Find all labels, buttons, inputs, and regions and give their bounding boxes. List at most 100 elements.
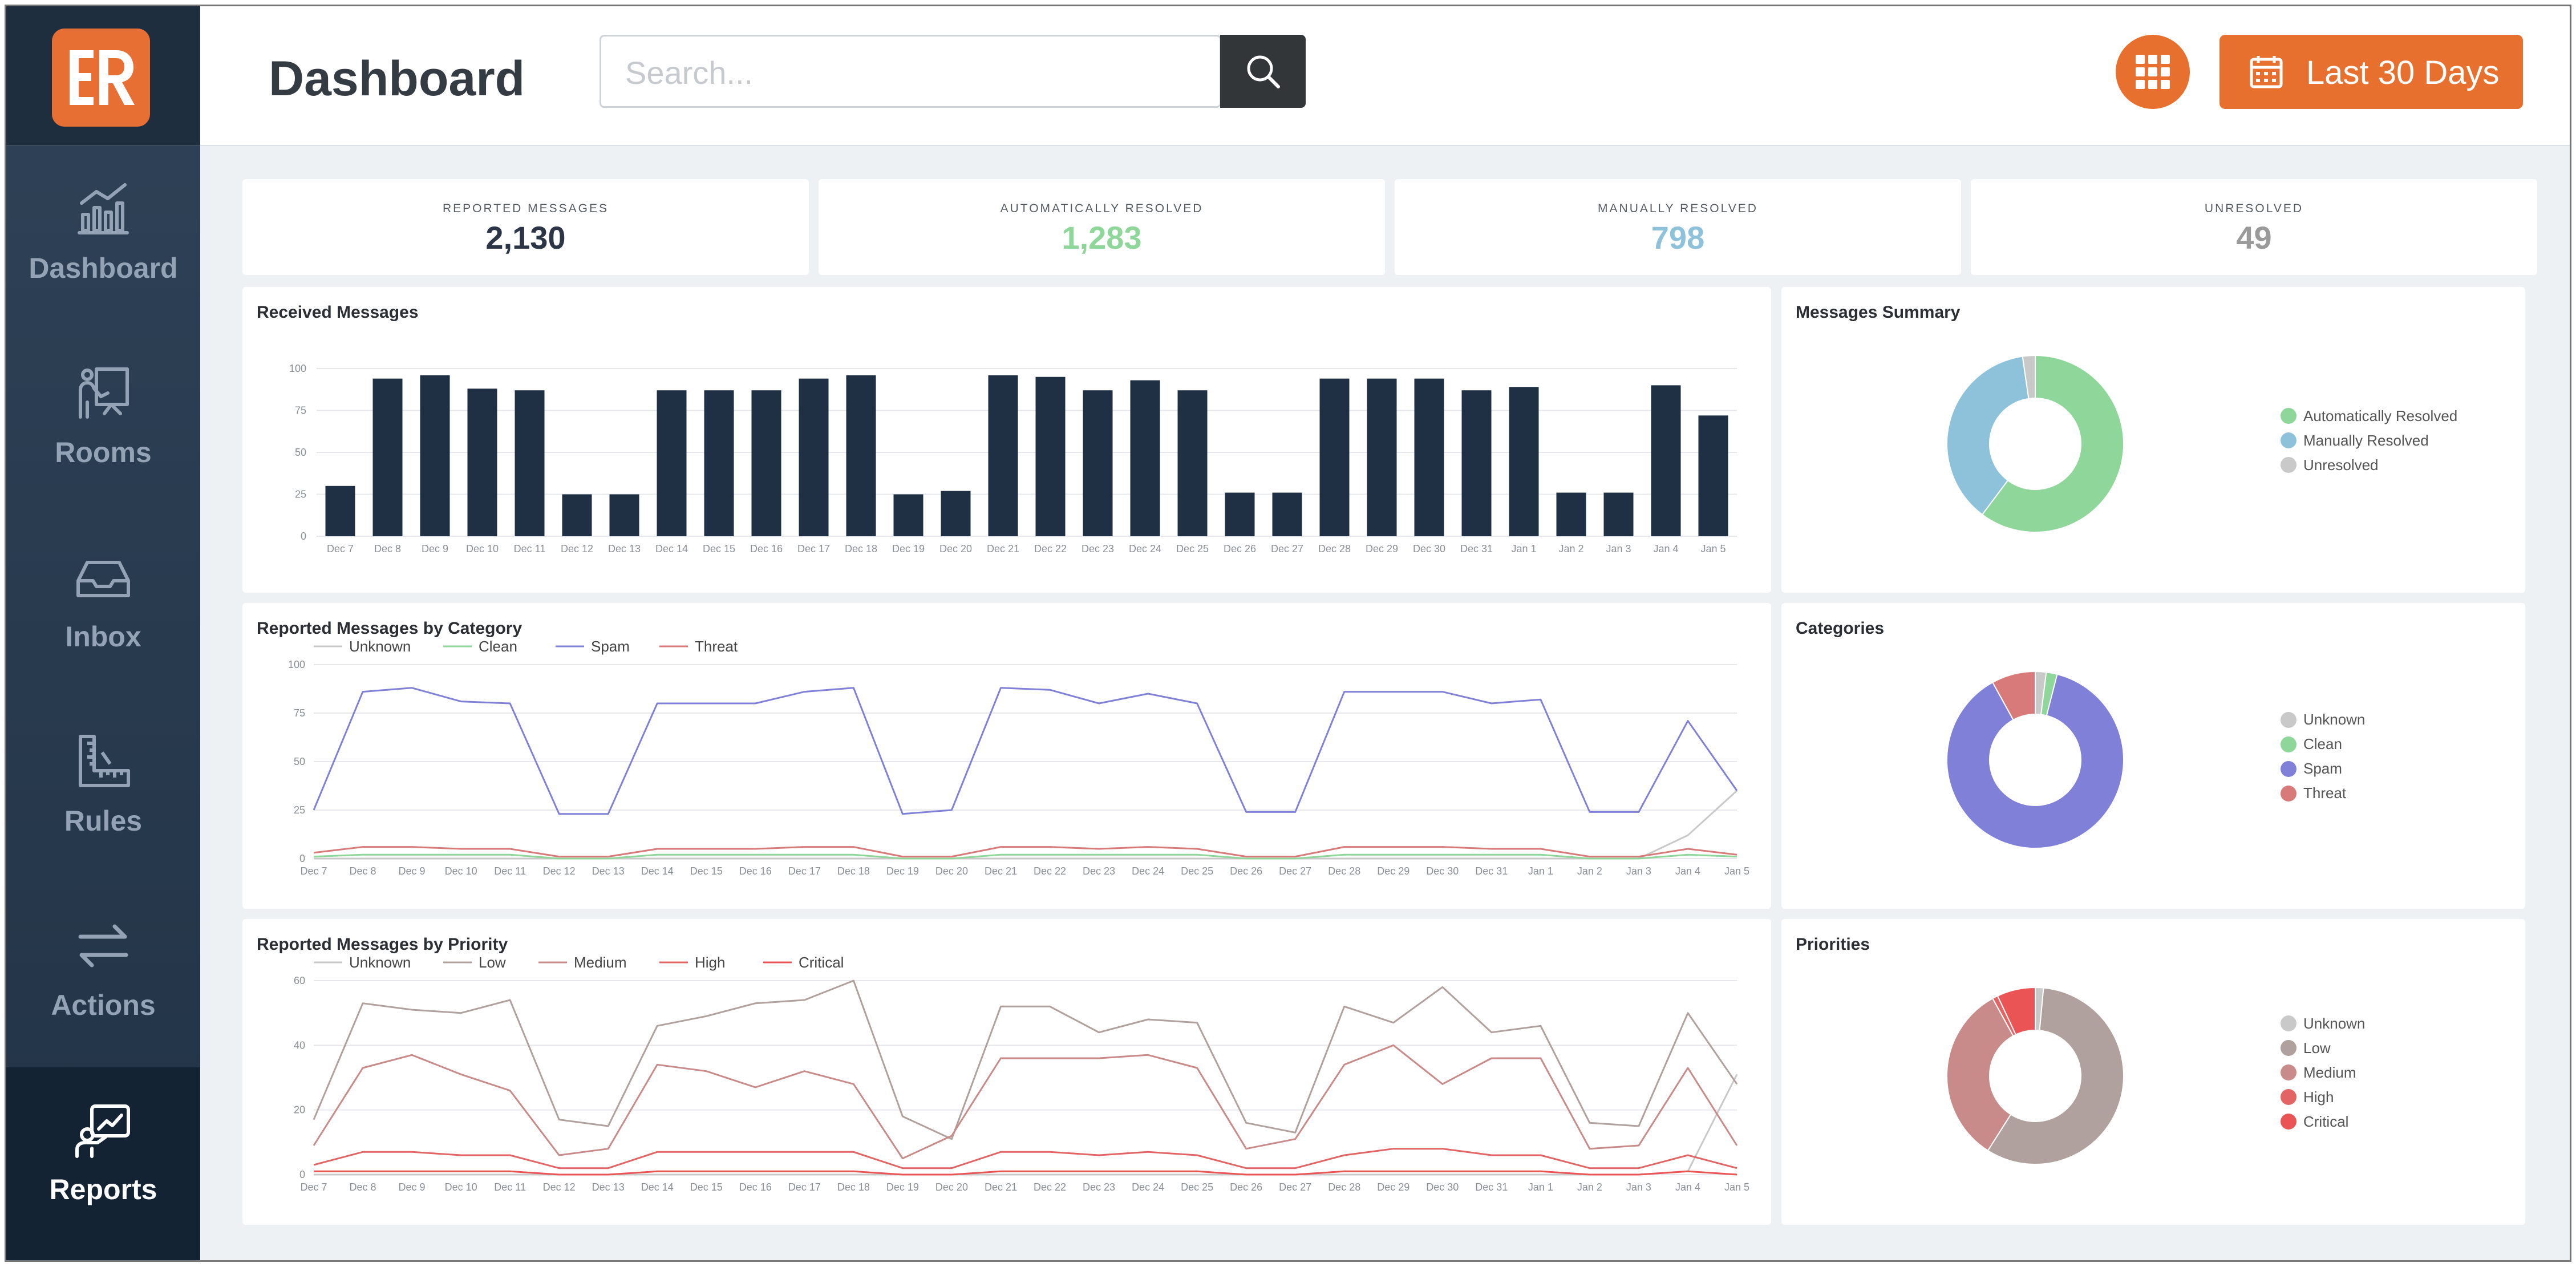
apps-grid-button[interactable]: [2116, 35, 2190, 109]
bar[interactable]: [1698, 415, 1728, 536]
bar[interactable]: [1083, 390, 1113, 536]
bar[interactable]: [893, 494, 924, 537]
bar[interactable]: [372, 378, 403, 536]
y-tick-label: 0: [301, 531, 306, 542]
bar[interactable]: [751, 390, 781, 536]
bar[interactable]: [941, 491, 971, 536]
x-tick-label: Dec 15: [690, 865, 723, 877]
bar[interactable]: [1177, 390, 1208, 536]
bar[interactable]: [1509, 387, 1539, 536]
legend-item[interactable]: Clean: [2281, 735, 2342, 753]
x-tick-label: Dec 24: [1132, 1181, 1164, 1193]
bar[interactable]: [799, 378, 829, 536]
pie-slice[interactable]: [1996, 986, 2036, 1035]
nav-label-actions: Actions: [51, 989, 156, 1021]
bar[interactable]: [704, 390, 734, 536]
bar[interactable]: [1461, 390, 1492, 536]
x-tick-label: Dec 21: [985, 1181, 1017, 1193]
legend-item[interactable]: Medium: [2281, 1064, 2356, 1082]
series-line-threat[interactable]: [313, 846, 1737, 858]
date-range-button[interactable]: Last 30 Days: [2219, 35, 2523, 109]
app-logo[interactable]: [52, 29, 150, 127]
bar[interactable]: [467, 388, 497, 536]
legend-item[interactable]: Critical: [2281, 1113, 2348, 1131]
x-tick-label: Dec 26: [1230, 1181, 1262, 1193]
bar[interactable]: [846, 375, 876, 536]
legend-item[interactable]: Manually Resolved: [2281, 432, 2429, 450]
nav-item-rules[interactable]: Rules: [6, 699, 200, 883]
x-tick-label: Jan 1: [1528, 1181, 1553, 1193]
pie-slice[interactable]: [1981, 354, 2124, 533]
bar[interactable]: [1272, 492, 1302, 536]
nav-item-rooms[interactable]: Rooms: [6, 330, 200, 515]
x-tick-label: Dec 25: [1181, 865, 1213, 877]
bar[interactable]: [515, 390, 545, 536]
bar[interactable]: [609, 494, 639, 537]
legend-label: Unknown: [2303, 1014, 2366, 1032]
panel-title: Categories: [1796, 619, 1885, 638]
x-tick-label: Jan 4: [1675, 865, 1700, 877]
series-line-high[interactable]: [313, 1148, 1737, 1169]
legend-item[interactable]: Spam: [2281, 760, 2342, 778]
legend-dot: [2281, 736, 2296, 752]
bar[interactable]: [325, 485, 355, 536]
bar[interactable]: [562, 494, 592, 537]
x-tick-label: Dec 7: [300, 865, 327, 877]
pie-slice[interactable]: [1946, 673, 2124, 849]
x-tick-label: Dec 31: [1475, 865, 1508, 877]
x-tick-label: Jan 3: [1606, 543, 1631, 554]
pie-slice[interactable]: [1946, 997, 2014, 1152]
search-button[interactable]: [1220, 35, 1306, 108]
bar[interactable]: [1414, 378, 1444, 536]
legend-item[interactable]: Low: [2281, 1039, 2331, 1057]
x-tick-label: Dec 17: [788, 1181, 821, 1193]
date-range-label: Last 30 Days: [2306, 54, 2500, 91]
y-tick-label: 50: [295, 447, 306, 458]
series-line-low[interactable]: [313, 979, 1738, 1140]
search-input[interactable]: [624, 50, 1197, 95]
nav-item-inbox[interactable]: Inbox: [6, 515, 200, 699]
series-line-spam[interactable]: [313, 687, 1738, 815]
nav-label-reports: Reports: [49, 1173, 157, 1205]
bar[interactable]: [1130, 380, 1160, 536]
bar[interactable]: [988, 375, 1018, 536]
pie-slice[interactable]: [1991, 670, 2036, 721]
x-tick-label: Dec 30: [1426, 865, 1459, 877]
priority-line-panel: 0 20 40 60 Dec 7 Dec 8 Dec 9 Dec 10 Dec 11 Dec 12…: [242, 919, 1771, 1225]
bar[interactable]: [1225, 492, 1255, 536]
pie-slice[interactable]: [2022, 354, 2036, 399]
bar[interactable]: [1035, 377, 1066, 536]
bar[interactable]: [1367, 378, 1397, 536]
pie-slice[interactable]: [1987, 987, 2124, 1165]
nav-item-actions[interactable]: Actions: [6, 883, 200, 1067]
bar[interactable]: [1319, 378, 1350, 536]
y-tick-label: 40: [294, 1039, 305, 1051]
x-tick-label: Dec 26: [1230, 865, 1262, 877]
x-tick-label: Dec 19: [886, 865, 919, 877]
legend-item[interactable]: Unresolved: [2281, 456, 2379, 474]
series-line-critical[interactable]: [314, 1170, 1737, 1176]
legend-item[interactable]: Unknown: [2281, 1015, 2365, 1033]
x-tick-label: Dec 16: [750, 543, 783, 554]
legend-item[interactable]: Unknown: [2281, 711, 2365, 728]
pie-slice[interactable]: [1946, 355, 2030, 516]
x-tick-label: Dec 15: [690, 1181, 723, 1193]
bar[interactable]: [657, 390, 687, 536]
x-tick-label: Dec 12: [543, 1181, 576, 1193]
legend-label: Automatically Resolved: [2303, 407, 2458, 424]
bar[interactable]: [1603, 492, 1634, 536]
bar[interactable]: [420, 375, 450, 536]
nav-label-inbox: Inbox: [65, 621, 141, 653]
legend-item[interactable]: High: [2281, 1088, 2334, 1106]
bar[interactable]: [1556, 492, 1586, 536]
series-line-medium[interactable]: [313, 1044, 1738, 1160]
nav-item-reports[interactable]: Reports: [6, 1067, 200, 1260]
logo-area: [6, 6, 200, 146]
bar[interactable]: [1651, 385, 1681, 536]
legend-dot: [2281, 1040, 2296, 1056]
series-line-clean[interactable]: [313, 853, 1737, 860]
legend-item[interactable]: Threat: [2281, 784, 2346, 802]
nav-item-dashboard[interactable]: Dashboard: [6, 146, 200, 330]
x-tick-label: Jan 4: [1653, 543, 1678, 554]
legend-item[interactable]: Automatically Resolved: [2281, 407, 2457, 425]
